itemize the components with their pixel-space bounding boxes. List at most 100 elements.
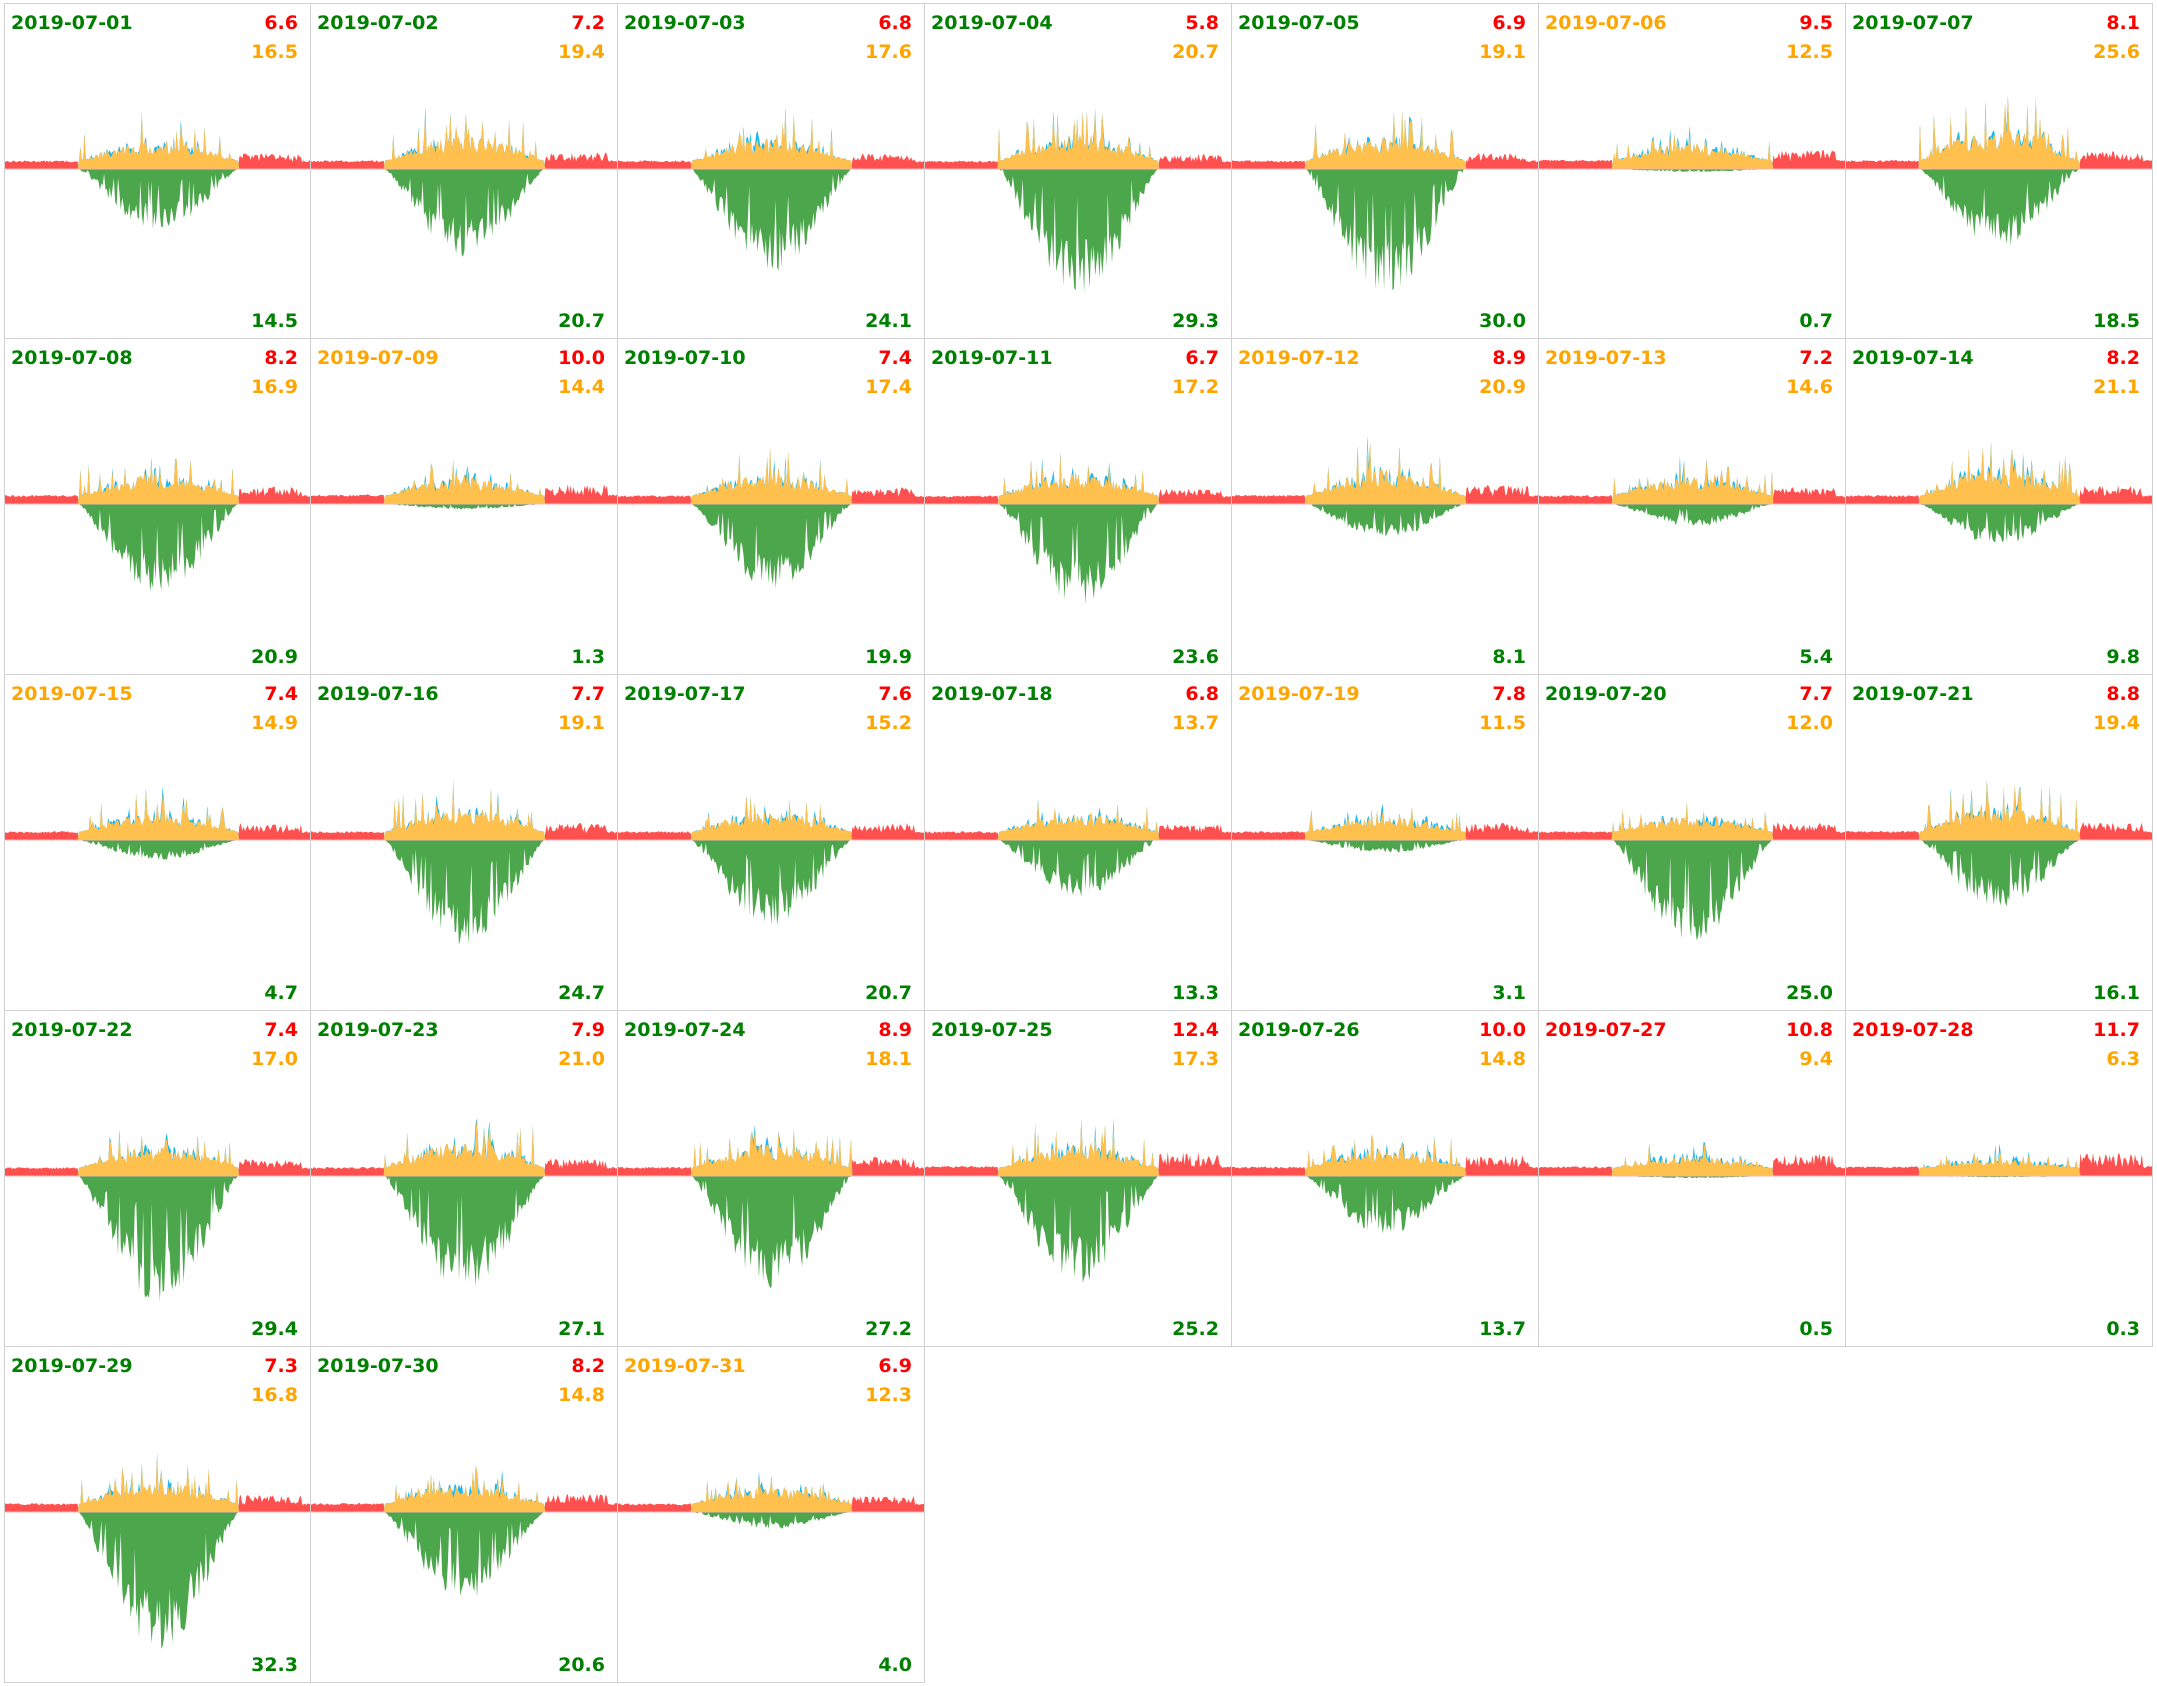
self-consumption-area bbox=[1232, 110, 1538, 169]
day-orange-value: 12.3 bbox=[865, 1384, 912, 1406]
day-orange-value: 17.4 bbox=[865, 376, 912, 398]
solar-export-area bbox=[618, 504, 924, 589]
day-red-value: 8.2 bbox=[2106, 347, 2140, 369]
day-green-value: 4.0 bbox=[878, 1654, 912, 1676]
day-chart bbox=[925, 108, 1231, 293]
self-consumption-area bbox=[618, 1128, 924, 1176]
day-green-value: 19.9 bbox=[865, 646, 912, 668]
day-panel: 2019-07-25 12.4 17.3 25.2 bbox=[925, 1011, 1232, 1347]
day-chart bbox=[1232, 1134, 1538, 1234]
day-green-value: 20.7 bbox=[865, 982, 912, 1004]
day-chart bbox=[5, 112, 310, 230]
day-date-label: 2019-07-29 bbox=[11, 1355, 133, 1377]
day-red-value: 7.8 bbox=[1492, 683, 1526, 705]
day-green-value: 5.4 bbox=[1799, 646, 1833, 668]
day-red-value: 12.4 bbox=[1172, 1019, 1219, 1041]
day-chart bbox=[311, 1118, 617, 1287]
day-panel: 2019-07-24 8.9 18.1 27.2 bbox=[618, 1011, 925, 1347]
grid-import-area bbox=[618, 486, 924, 504]
day-orange-value: 17.6 bbox=[865, 41, 912, 63]
self-consumption-area bbox=[925, 452, 1231, 504]
day-red-value: 7.2 bbox=[1799, 347, 1833, 369]
day-orange-value: 13.7 bbox=[1172, 712, 1219, 734]
day-red-value: 7.9 bbox=[571, 1019, 605, 1041]
grid-import-area bbox=[311, 1136, 617, 1176]
day-orange-value: 14.9 bbox=[251, 712, 298, 734]
day-green-value: 18.5 bbox=[2093, 310, 2140, 332]
daily-energy-grid: 2019-07-01 6.6 16.5 14.5 2019-07-02 7.2 19.4 20… bbox=[4, 3, 2153, 1683]
day-orange-value: 20.7 bbox=[1172, 41, 1219, 63]
grid-import-area bbox=[1539, 149, 1845, 169]
solar-export-area bbox=[5, 840, 310, 860]
day-orange-value: 14.8 bbox=[558, 1384, 605, 1406]
day-red-value: 8.2 bbox=[571, 1355, 605, 1377]
day-orange-value: 17.3 bbox=[1172, 1048, 1219, 1070]
day-red-value: 8.8 bbox=[2106, 683, 2140, 705]
grid-import-area bbox=[618, 819, 924, 840]
day-chart bbox=[618, 1471, 924, 1529]
day-orange-value: 19.1 bbox=[558, 712, 605, 734]
solar-export-area bbox=[925, 169, 1231, 293]
day-red-value: 8.9 bbox=[1492, 347, 1526, 369]
solar-export-area bbox=[311, 169, 617, 257]
solar-export-area bbox=[1846, 840, 2152, 907]
day-panel: 2019-07-06 9.5 12.5 0.7 bbox=[1539, 3, 1846, 339]
day-chart bbox=[618, 107, 924, 271]
day-red-value: 10.0 bbox=[1479, 1019, 1526, 1041]
day-green-value: 20.9 bbox=[251, 646, 298, 668]
self-consumption-area bbox=[311, 1465, 617, 1512]
self-consumption-area bbox=[5, 1455, 310, 1512]
grid-import-area bbox=[1539, 822, 1845, 840]
solar-export-area bbox=[311, 504, 617, 510]
solar-export-area bbox=[5, 1176, 310, 1302]
grid-import-area bbox=[925, 485, 1231, 504]
solar-export-area bbox=[925, 1176, 1231, 1283]
grid-import-area bbox=[1539, 1153, 1845, 1176]
day-chart bbox=[311, 459, 617, 510]
day-panel: 2019-07-01 6.6 16.5 14.5 bbox=[4, 3, 311, 339]
day-date-label: 2019-07-19 bbox=[1238, 683, 1360, 705]
day-orange-value: 16.9 bbox=[251, 376, 298, 398]
grid-import-area bbox=[1539, 487, 1845, 504]
day-green-value: 23.6 bbox=[1172, 646, 1219, 668]
day-orange-value: 17.2 bbox=[1172, 376, 1219, 398]
day-date-label: 2019-07-26 bbox=[1238, 1019, 1360, 1041]
solar-export-area bbox=[1846, 169, 2152, 247]
self-consumption-area bbox=[1846, 96, 2152, 169]
grid-import-area bbox=[311, 483, 617, 504]
self-consumption-area bbox=[1539, 802, 1845, 840]
grid-import-area bbox=[5, 142, 310, 169]
day-panel: 2019-07-02 7.2 19.4 20.7 bbox=[311, 3, 618, 339]
solar-export-area bbox=[311, 1512, 617, 1598]
day-chart bbox=[618, 1124, 924, 1288]
day-red-value: 6.8 bbox=[878, 12, 912, 34]
day-date-label: 2019-07-28 bbox=[1852, 1019, 1974, 1041]
solar-export-area bbox=[311, 1176, 617, 1287]
day-date-label: 2019-07-23 bbox=[317, 1019, 439, 1041]
day-orange-value: 25.6 bbox=[2093, 41, 2140, 63]
day-red-value: 7.2 bbox=[571, 12, 605, 34]
day-red-value: 11.7 bbox=[2093, 1019, 2140, 1041]
solar-export-area bbox=[925, 840, 1231, 897]
solar-export-area bbox=[311, 840, 617, 945]
grid-import-area bbox=[311, 141, 617, 169]
day-red-value: 7.6 bbox=[878, 683, 912, 705]
self-consumption-area bbox=[5, 1131, 310, 1176]
grid-import-area bbox=[1846, 479, 2152, 504]
solar-export-area bbox=[1232, 504, 1538, 537]
day-green-value: 3.1 bbox=[1492, 982, 1526, 1004]
day-date-label: 2019-07-12 bbox=[1238, 347, 1360, 369]
day-orange-value: 16.5 bbox=[251, 41, 298, 63]
day-green-value: 1.3 bbox=[571, 646, 605, 668]
solar-export-area bbox=[1846, 504, 2152, 543]
day-chart bbox=[5, 786, 310, 860]
day-red-value: 6.8 bbox=[1185, 683, 1219, 705]
self-consumption-area bbox=[5, 457, 310, 504]
day-panel: 2019-07-23 7.9 21.0 27.1 bbox=[311, 1011, 618, 1347]
day-panel: 2019-07-03 6.8 17.6 24.1 bbox=[618, 3, 925, 339]
day-panel: 2019-07-30 8.2 14.8 20.6 bbox=[311, 1347, 618, 1683]
self-consumption-area bbox=[925, 108, 1231, 169]
solar-export-area bbox=[618, 1176, 924, 1288]
solar-peak-area bbox=[1846, 442, 2152, 504]
day-green-value: 29.3 bbox=[1172, 310, 1219, 332]
